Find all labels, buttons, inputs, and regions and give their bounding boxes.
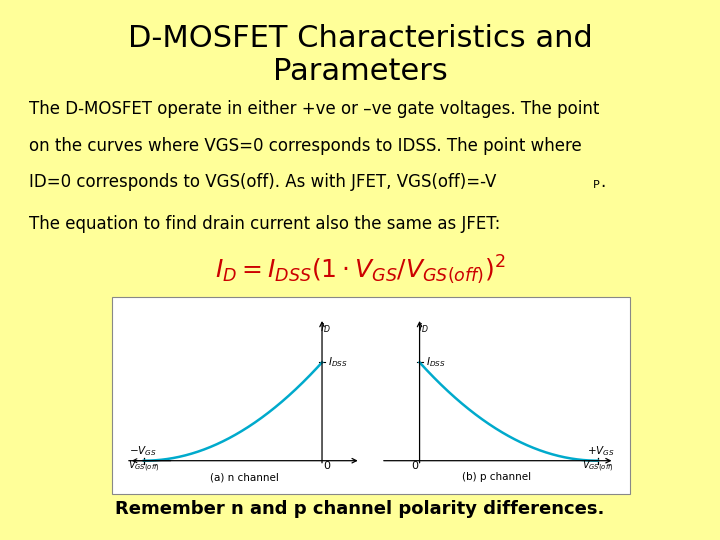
Text: .: . xyxy=(600,173,605,191)
Text: (b) p channel: (b) p channel xyxy=(462,472,531,482)
Text: The equation to find drain current also the same as JFET:: The equation to find drain current also … xyxy=(29,215,500,233)
Text: ID=0 corresponds to VGS(off). As with JFET, VGS(off)=-V: ID=0 corresponds to VGS(off). As with JF… xyxy=(29,173,496,191)
Text: $+V_{GS}$: $+V_{GS}$ xyxy=(587,444,614,457)
Text: $-V_{GS}$: $-V_{GS}$ xyxy=(129,444,157,457)
Text: 0: 0 xyxy=(323,461,330,470)
Text: $V_{GS(off)}$: $V_{GS(off)}$ xyxy=(128,458,160,474)
Text: on the curves where VGS=0 corresponds to IDSS. The point where: on the curves where VGS=0 corresponds to… xyxy=(29,137,582,154)
Text: D-MOSFET Characteristics and: D-MOSFET Characteristics and xyxy=(127,24,593,53)
Text: 0: 0 xyxy=(411,461,418,470)
Text: Parameters: Parameters xyxy=(273,57,447,86)
Text: $i_D$: $i_D$ xyxy=(320,321,331,335)
Text: $V_{GS(off)}$: $V_{GS(off)}$ xyxy=(582,458,613,474)
Text: $\mathit{I_D = I_{DSS}(1 \cdot V_{GS}/V_{GS(off)})^2}$: $\mathit{I_D = I_{DSS}(1 \cdot V_{GS}/V_… xyxy=(215,253,505,286)
Text: $I_{DSS}$: $I_{DSS}$ xyxy=(328,355,348,369)
Bar xyxy=(112,297,630,494)
Text: (a) n channel: (a) n channel xyxy=(210,472,279,482)
Text: The D-MOSFET operate in either +ve or –ve gate voltages. The point: The D-MOSFET operate in either +ve or –v… xyxy=(29,100,599,118)
Text: $I_{DSS}$: $I_{DSS}$ xyxy=(426,355,445,369)
Text: P: P xyxy=(593,180,599,190)
Text: $i_D$: $i_D$ xyxy=(418,321,428,335)
Text: Remember n and p channel polarity differences.: Remember n and p channel polarity differ… xyxy=(115,501,605,518)
